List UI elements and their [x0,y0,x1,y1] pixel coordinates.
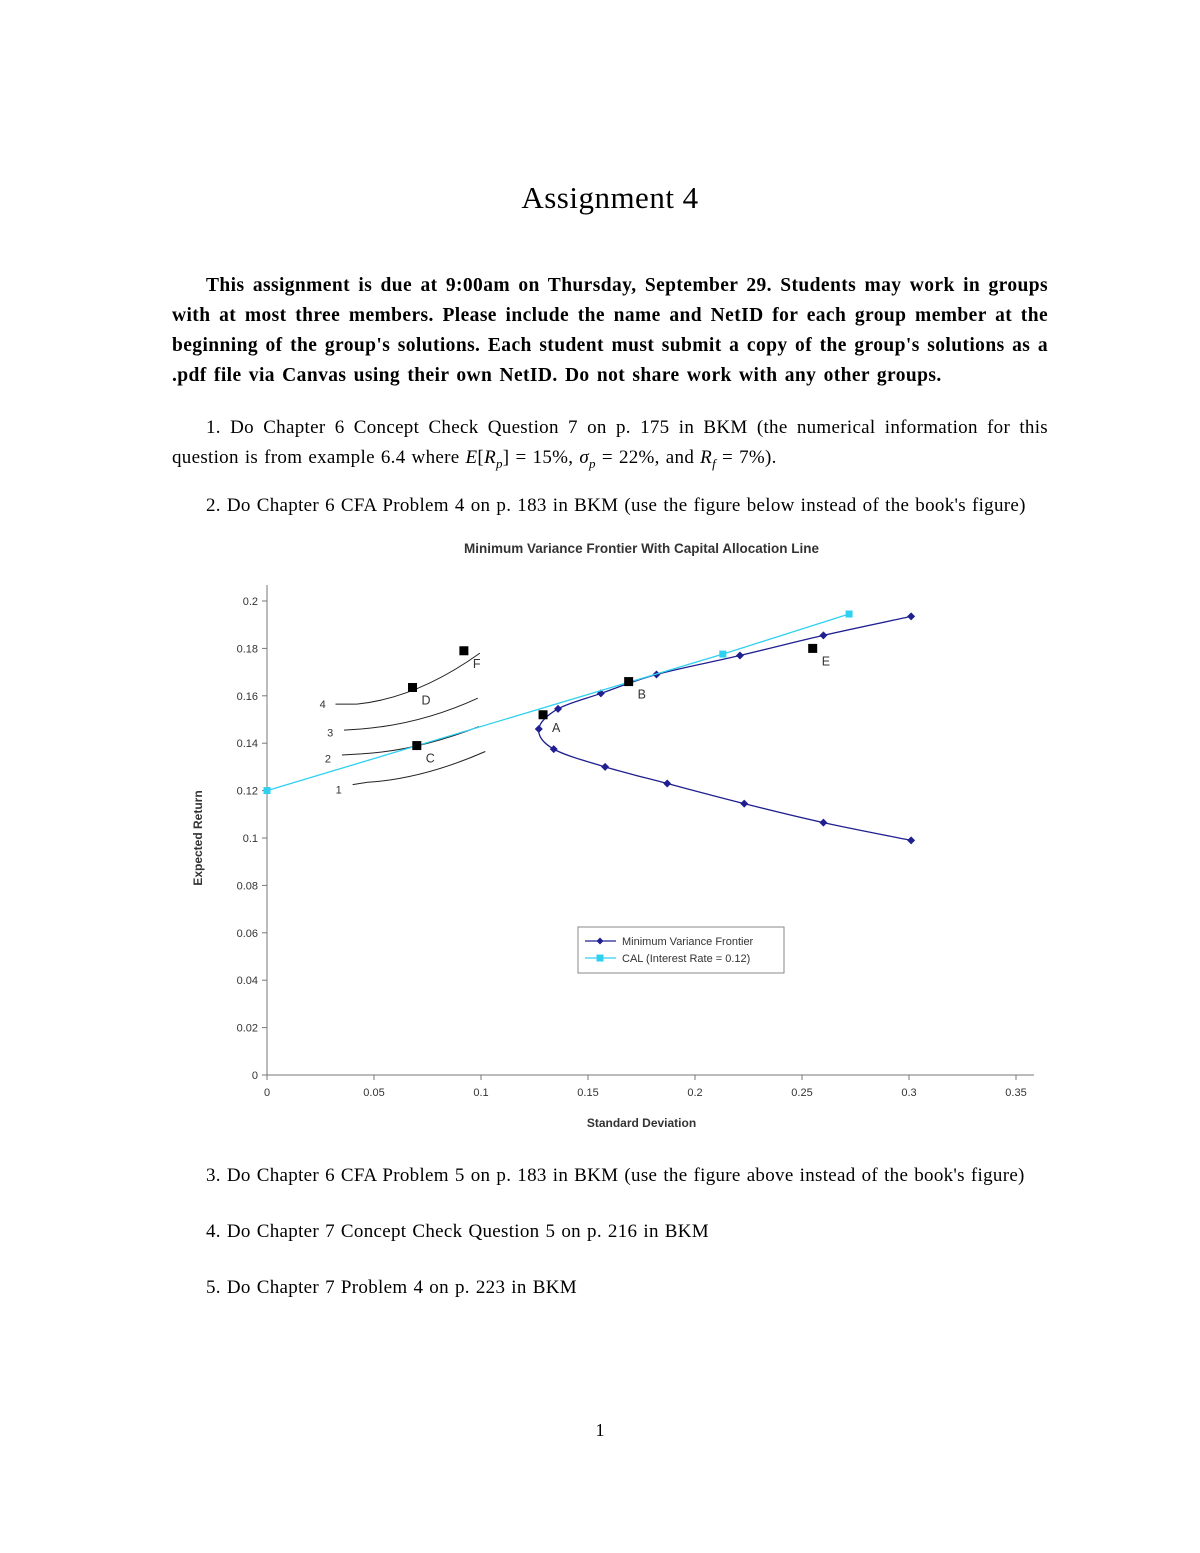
svg-text:0.1: 0.1 [473,1087,488,1099]
svg-text:0.08: 0.08 [237,880,258,892]
problem-item-1: 1. Do Chapter 6 Concept Check Question 7… [172,417,1048,471]
page-number: 1 [595,1420,605,1440]
svg-text:0.14: 0.14 [237,738,258,750]
intro-paragraph: This assignment is due at 9:00am on Thur… [172,275,1048,386]
svg-text:0.2: 0.2 [243,596,258,608]
svg-text:0: 0 [252,1070,258,1082]
svg-text:0.16: 0.16 [237,691,258,703]
svg-text:1: 1 [336,784,342,796]
labeled-points: A B C D E F [408,643,830,765]
chart-title: Minimum Variance Frontier With Capital A… [464,541,819,556]
series-cal-line [263,610,853,794]
svg-text:4: 4 [320,699,326,711]
svg-text:0: 0 [264,1087,270,1099]
svg-text:0.06: 0.06 [237,928,258,940]
problem-item-5: 5. Do Chapter 7 Problem 4 on p. 223 in B… [206,1276,577,1298]
svg-text:0.3: 0.3 [901,1087,916,1099]
problem-item-3: 3. Do Chapter 6 CFA Problem 5 on p. 183 … [206,1164,1025,1186]
svg-text:3: 3 [327,727,333,739]
document-content: Assignment 4 This assignment is due at 9… [172,180,1052,1298]
problem-item-2: 2. Do Chapter 6 CFA Problem 4 on p. 183 … [206,494,1026,516]
indifference-curves: 1 2 3 4 [320,652,486,796]
chart-svg: Minimum Variance Frontier With Capital A… [191,541,1034,1130]
page-title: Assignment 4 [521,180,699,215]
svg-text:B: B [638,687,646,701]
svg-text:0.04: 0.04 [237,975,258,987]
x-axis-title: Standard Deviation [587,1116,696,1130]
svg-text:D: D [422,693,431,707]
chart: Minimum Variance Frontier With Capital A… [172,537,1052,1149]
svg-text:0.18: 0.18 [237,643,258,655]
svg-text:CAL (Interest Rate = 0.12): CAL (Interest Rate = 0.12) [622,953,750,965]
svg-text:2: 2 [325,753,331,765]
svg-text:0.15: 0.15 [577,1087,598,1099]
svg-text:0.2: 0.2 [687,1087,702,1099]
svg-text:E: E [822,654,830,668]
svg-text:0.12: 0.12 [237,785,258,797]
chart-axes [262,584,1034,1080]
svg-text:F: F [473,657,481,671]
series-minimum-variance-frontier [534,612,916,845]
svg-text:0.1: 0.1 [243,833,258,845]
y-axis-title: Expected Return [191,790,205,885]
svg-text:0.05: 0.05 [363,1087,384,1099]
svg-text:C: C [426,751,435,765]
svg-text:Minimum Variance Frontier: Minimum Variance Frontier [622,936,754,948]
svg-text:A: A [552,721,561,735]
svg-text:0.02: 0.02 [237,1022,258,1034]
svg-text:0.25: 0.25 [791,1087,812,1099]
chart-legend: Minimum Variance Frontier CAL (Interest R… [577,926,785,974]
svg-text:0.35: 0.35 [1005,1087,1026,1099]
problem-item-4: 4. Do Chapter 7 Concept Check Question 5… [206,1220,709,1242]
